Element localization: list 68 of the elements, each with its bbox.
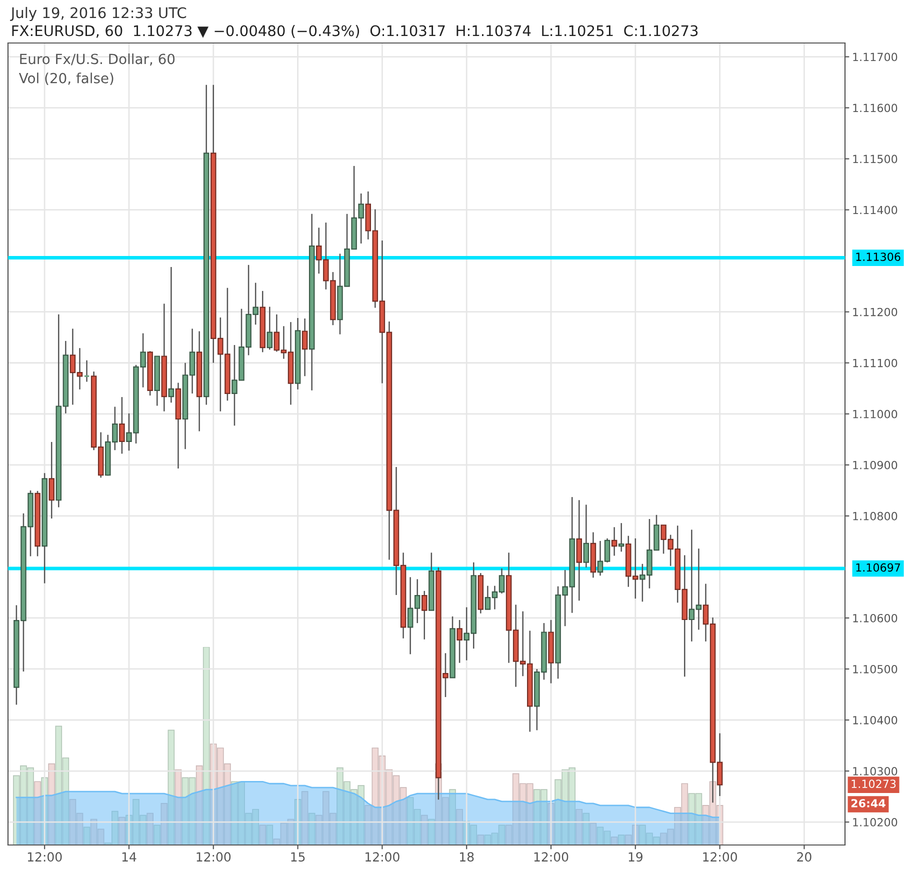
x-tick-label: 15 [291,852,305,862]
bar [146,812,154,845]
x-tick-label: 14 [122,852,136,862]
bar [576,808,583,845]
y-tick-label: 1.10500 [853,664,898,674]
bar [160,803,168,845]
y-tick-label: 1.10900 [853,460,898,470]
bar [118,816,126,845]
y-tick-label: 1.10400 [853,716,898,724]
candlestick [611,526,618,556]
x-tick-label: 19 [628,852,642,862]
chart-title: FX:EURUSD, 60 1.10273 ▼ −0.00480 (−0.43%) O:1.10317 H:1.10374 L:1.10251 C:1.10273 [12,24,698,38]
y-tick-label: 1.11100 [853,358,898,368]
x-tick-label: 12:00 [703,852,737,862]
candlestick [168,266,174,404]
x-tick-label: 12:00 [534,852,568,862]
candlestick [119,396,125,454]
ref-line-label: 1.10697 [856,563,900,572]
bar [266,824,274,845]
x-tick-label: 20 [797,852,812,862]
candlestick [456,619,462,664]
y-tick-label: 1.10300 [853,767,898,776]
bar [196,765,203,845]
annotation: Euro Fx/U.S. Dollar, 60 [20,53,175,66]
bar [259,824,266,845]
y-tick-label: 1.11600 [853,104,898,112]
bar [610,836,618,845]
y-tick-label: 1.10800 [853,512,898,520]
bar [168,730,175,845]
bar [174,769,182,845]
bar [449,789,456,845]
chart-subtitle: July 19, 2016 12:33 UTC [10,6,186,22]
text: 1.10273 [852,780,896,788]
candlestick [48,441,54,520]
candlestick [422,590,428,640]
bar [34,781,41,845]
bar [456,808,463,845]
x-tick-label: 12:00 [28,852,62,862]
y-tick-label: 1.11000 [853,410,898,418]
annotation: Vol (20, false) [18,72,114,85]
candlestick [266,306,273,350]
bar [154,824,161,845]
candlestick [302,318,308,377]
bar [477,834,484,845]
y-tick-label: 1.11400 [853,206,898,214]
bar [618,834,625,845]
bar [83,826,90,845]
x-tick-label: 12:00 [366,852,400,862]
ref-line-label: 1.11306 [856,252,900,262]
bar [301,791,308,845]
candlestick [583,504,590,568]
x-tick-label: 18 [460,852,474,862]
x-tick-label: 12:00 [196,852,231,862]
candlestick [618,522,624,552]
y-tick-label: 1.10200 [853,818,898,826]
bar [428,818,435,845]
y-tick-label: 1.11500 [853,154,898,164]
text: 26:44 [851,799,886,808]
bar [308,812,316,845]
bar [420,814,428,845]
y-tick-label: 1.11200 [853,308,898,316]
y-tick-label: 1.11700 [853,52,898,62]
bar [48,763,56,845]
candlestick [576,499,582,602]
bar [202,647,210,845]
y-tick-label: 1.10600 [853,614,898,622]
bar [590,822,597,845]
bar [582,812,590,845]
